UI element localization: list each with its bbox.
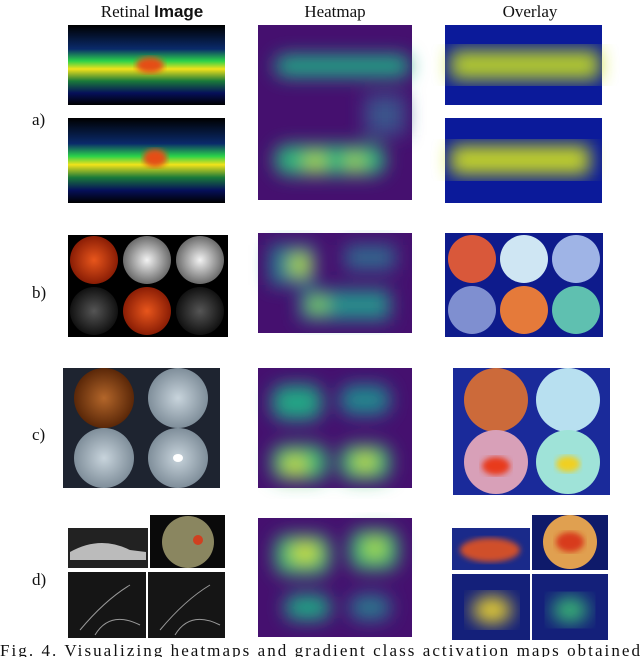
image-shape [290,253,310,277]
image-shape [70,236,118,284]
image-shape [123,287,171,335]
row-c-heatmap [258,368,412,488]
row-a-heatmap [258,25,412,200]
image-shape [272,385,322,420]
image-shape [305,154,325,170]
header-heatmap: Heatmap [304,2,365,21]
image-shape [275,55,410,175]
image-shape [70,287,118,335]
header-word: Image [154,2,203,21]
row-a-retinal [68,25,225,203]
image-shape [283,457,307,473]
image-shape [448,286,496,334]
image-shape [275,55,410,77]
image-shape [552,286,600,334]
row-d-heatmap [258,518,412,637]
image-shape [275,530,398,620]
image-shape [500,286,548,334]
image-shape [123,236,171,284]
image-shape [482,457,510,475]
row-label: c) [32,425,45,444]
image-shape [79,584,221,636]
image-shape [173,454,183,462]
image-shape [347,155,363,169]
header-word: Retinal [101,2,150,21]
image-shape [291,544,319,562]
header-overlay: Overlay [503,2,558,21]
image-shape [74,368,134,428]
image-shape [275,145,385,175]
image-shape [450,50,600,80]
row-label: b) [32,283,46,302]
image-shape [68,572,146,638]
image-shape [366,539,384,557]
row-d-retinal [68,515,225,638]
image-shape [272,385,390,480]
image-shape [355,454,375,470]
image-shape [340,385,390,415]
image-shape [136,57,164,73]
image-shape [448,235,496,283]
header-retinal-image: Retinal Image [101,2,204,21]
image-shape [365,95,405,135]
row-b-retinal [68,235,228,337]
image-shape [552,235,600,283]
image-shape [176,287,224,335]
row-c-retinal [63,368,220,488]
image-shape [450,145,590,175]
row-label: a) [32,110,45,129]
row-b-heatmap [258,233,412,333]
image-shape [70,542,146,560]
row-labels: a) b) c) d) [32,110,46,589]
row-a-overlay [445,25,602,203]
image-shape [472,596,512,624]
headers: Retinal Image Heatmap Overlay [101,2,558,21]
image-shape [460,538,520,562]
image-shape [74,428,134,488]
image-shape [143,149,167,167]
image-shape [270,245,395,320]
image-shape [176,236,224,284]
image-shape [556,456,580,472]
caption: Fig. 4. Visualizing heatmaps and gradien… [0,641,640,657]
image-shape [536,368,600,432]
row-label: d) [32,570,46,589]
image-shape [193,535,203,545]
image-shape [162,516,214,568]
image-shape [552,597,588,623]
image-shape [285,595,330,620]
row-b-overlay [445,233,603,337]
row-c-overlay [453,368,610,495]
image-shape [464,368,528,432]
image-shape [556,532,584,552]
image-shape [308,297,328,313]
image-shape [350,595,390,620]
image-shape [500,235,548,283]
row-d-overlay [452,515,608,640]
image-shape [148,572,225,638]
image-shape [345,245,395,270]
image-shape [148,368,208,428]
